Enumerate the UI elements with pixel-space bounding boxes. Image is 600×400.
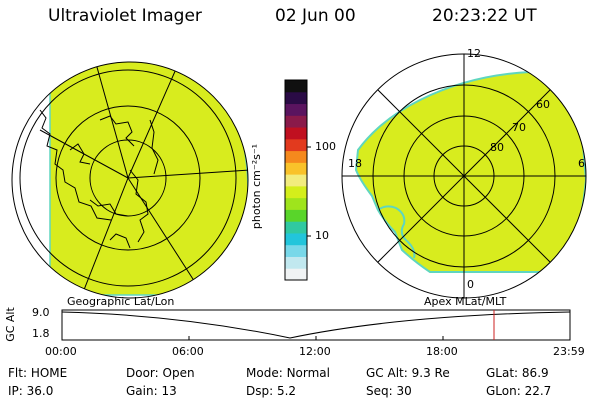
colorbar-segment: [285, 221, 307, 234]
status-flt: Flt: HOME: [8, 366, 68, 380]
altitude-xtick-0600: 06:00: [172, 345, 204, 358]
colorbar-segment: [285, 115, 307, 128]
status-gcalt-value: 9.3 Re: [411, 366, 450, 380]
colorbar-segment: [285, 80, 307, 93]
apex-diagonal-b: [377, 89, 551, 263]
apex-caption: Apex MLat/MLT: [424, 295, 507, 308]
altitude-x-ticks: [188, 336, 444, 340]
status-gain-value: 13: [161, 384, 177, 398]
colorbar-segment: [285, 103, 307, 116]
status-ip: IP: 36.0: [8, 384, 54, 398]
geographic-caption: Geographic Lat/Lon: [67, 295, 175, 308]
colorbar-segment: [285, 127, 307, 140]
colorbar-segment: [285, 185, 307, 199]
apex-panel: [341, 53, 587, 299]
altitude-ytick-min: 1.8: [32, 327, 50, 340]
status-mode: Mode: Normal: [246, 366, 330, 380]
colorbar-label-100: 100: [315, 140, 336, 153]
status-flt-value: HOME: [30, 366, 68, 380]
colorbar-segment: [285, 232, 307, 246]
status-door-value: Open: [162, 366, 195, 380]
status-ip-value: 36.0: [26, 384, 54, 398]
altitude-xtick-1800: 18:00: [426, 345, 458, 358]
mlt-label-18: 18: [348, 157, 362, 170]
colorbar-frame: [284, 79, 308, 281]
status-gcalt: GC Alt: 9.3 Re: [366, 366, 450, 380]
colorbar-segment: [285, 138, 307, 152]
status-seq: Seq: 30: [366, 384, 412, 398]
colorbar-label-10: 10: [315, 229, 329, 242]
geo-grid: [19, 62, 248, 298]
header-date: 02 Jun 00: [275, 6, 356, 26]
altitude-xtick-1200: 12:00: [299, 345, 331, 358]
status-glon: GLon: 22.7: [486, 384, 552, 398]
header-time: 20:23:22 UT: [432, 6, 537, 26]
colorbar-segment: [285, 244, 307, 257]
status-door: Door: Open: [126, 366, 195, 380]
altitude-ylabel: GC Alt: [3, 307, 17, 342]
altitude-xtick-0000: 00:00: [45, 345, 77, 358]
colorbar-unit-label: photon cm⁻²s⁻¹: [250, 143, 264, 230]
mlt-label-6: 6: [578, 157, 585, 170]
colorbar-segment: [285, 150, 307, 163]
mlt-label-12: 12: [467, 47, 481, 60]
instrument-title: Ultraviolet Imager: [48, 6, 202, 26]
status-glat: GLat: 86.9: [486, 366, 549, 380]
mlt-label-0: 0: [467, 278, 474, 291]
altitude-plot: [61, 309, 571, 341]
status-glat-value: 86.9: [521, 366, 549, 380]
altitude-curve: [61, 311, 571, 339]
colorbar-segment: [285, 256, 307, 269]
colorbar-segment: [285, 162, 307, 175]
apex-grid: [341, 53, 587, 299]
status-glon-value: 22.7: [524, 384, 552, 398]
aurora-boundary-wave: [377, 205, 416, 259]
colorbar: [284, 79, 311, 281]
mlat-label-80: 80: [490, 141, 504, 154]
status-mode-value: Normal: [286, 366, 330, 380]
colorbar-segment: [285, 91, 307, 105]
colorbar-segment: [285, 209, 307, 222]
status-gain: Gain: 13: [126, 384, 177, 398]
colorbar-segment: [285, 268, 307, 281]
geographic-disk-outline: [11, 61, 249, 299]
status-seq-value: 30: [396, 384, 412, 398]
status-dsp-value: 5.2: [276, 384, 297, 398]
mlat-label-70: 70: [512, 121, 526, 134]
colorbar-segment: [285, 174, 307, 187]
colorbar-segment: [285, 197, 307, 210]
altitude-ytick-max: 9.0: [32, 306, 50, 319]
mlat-label-60: 60: [536, 98, 550, 111]
status-dsp: Dsp: 5.2: [246, 384, 297, 398]
altitude-xtick-2359: 23:59: [553, 345, 585, 358]
